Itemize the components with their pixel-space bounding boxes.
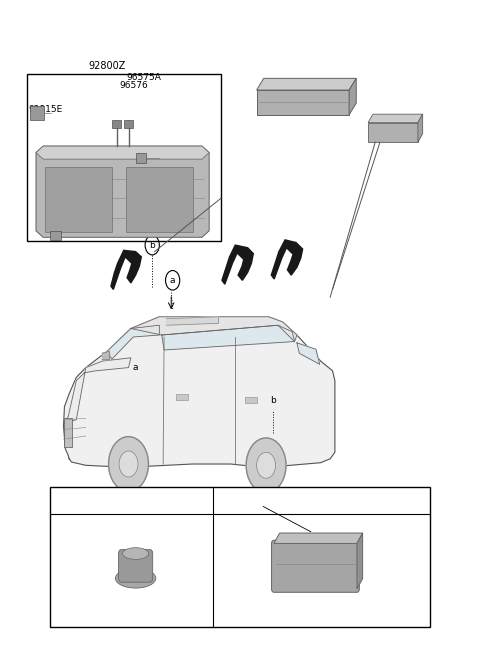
Bar: [30, 106, 44, 120]
Polygon shape: [63, 317, 335, 468]
Text: 76120: 76120: [50, 197, 79, 206]
Circle shape: [119, 451, 138, 477]
Text: 92800A: 92800A: [271, 104, 306, 113]
Text: 95740C: 95740C: [371, 130, 405, 139]
Text: a: a: [62, 496, 67, 505]
Text: 96575A: 96575A: [126, 72, 161, 81]
Polygon shape: [418, 114, 423, 142]
Polygon shape: [36, 146, 209, 237]
Bar: [46, 167, 112, 232]
Text: b: b: [225, 496, 230, 505]
Bar: [50, 487, 430, 627]
Polygon shape: [107, 325, 159, 359]
Bar: [26, 74, 221, 240]
Text: 96576: 96576: [119, 81, 148, 90]
Text: 92890A: 92890A: [83, 495, 122, 505]
Polygon shape: [102, 351, 109, 360]
Bar: [176, 394, 188, 400]
Polygon shape: [297, 343, 320, 365]
Circle shape: [108, 437, 148, 491]
Bar: [63, 418, 72, 447]
Polygon shape: [64, 358, 131, 423]
Polygon shape: [349, 78, 356, 115]
Ellipse shape: [116, 568, 156, 588]
Text: 92815E: 92815E: [29, 105, 63, 114]
Circle shape: [257, 452, 276, 478]
Text: a: a: [170, 276, 175, 284]
Bar: [126, 167, 192, 232]
Bar: [245, 397, 257, 403]
Circle shape: [246, 438, 286, 493]
Text: b: b: [149, 240, 155, 250]
Polygon shape: [111, 250, 141, 290]
Text: 92800Z: 92800Z: [88, 60, 126, 70]
Polygon shape: [274, 533, 363, 543]
Polygon shape: [167, 317, 219, 325]
Polygon shape: [271, 240, 302, 279]
Bar: [257, 90, 349, 115]
Polygon shape: [162, 325, 295, 350]
Polygon shape: [36, 146, 209, 159]
Polygon shape: [222, 245, 253, 284]
Text: 92850L: 92850L: [249, 501, 286, 512]
FancyBboxPatch shape: [119, 550, 153, 582]
Bar: [50, 231, 60, 240]
Ellipse shape: [122, 548, 149, 559]
FancyBboxPatch shape: [272, 540, 360, 593]
Text: 92830B: 92830B: [147, 153, 182, 162]
Bar: [368, 123, 418, 142]
Text: a: a: [133, 363, 138, 372]
Polygon shape: [368, 114, 423, 123]
Bar: [112, 120, 121, 128]
Bar: [136, 152, 146, 163]
Polygon shape: [131, 317, 297, 342]
Text: b: b: [270, 396, 276, 405]
Polygon shape: [257, 78, 356, 90]
Text: 92850R: 92850R: [249, 491, 287, 501]
Bar: [124, 120, 133, 128]
Polygon shape: [357, 533, 363, 589]
